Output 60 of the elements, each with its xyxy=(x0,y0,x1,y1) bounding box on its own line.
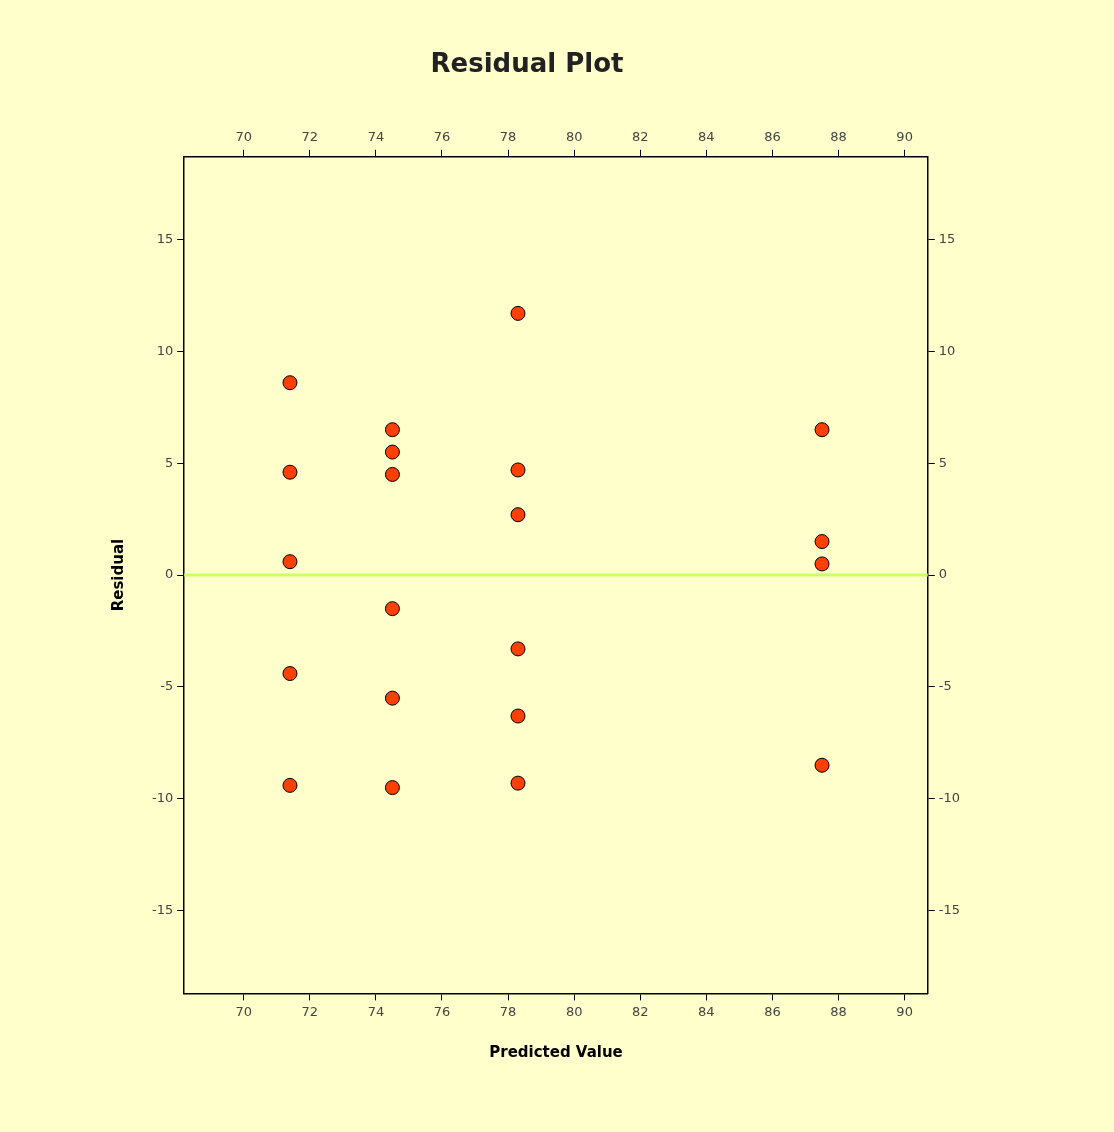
x-tick-label: 70 xyxy=(235,1003,252,1019)
x2-tick-label: 80 xyxy=(565,129,583,145)
point xyxy=(282,464,298,480)
point xyxy=(282,666,298,682)
y2-tick-label: 0 xyxy=(938,566,948,582)
x2-tick-label: 90 xyxy=(896,129,913,145)
x2-tick-label: 88 xyxy=(830,129,847,145)
x-tick-label: 72 xyxy=(301,1003,319,1019)
x2-tick-label: 84 xyxy=(698,129,715,145)
point xyxy=(384,444,400,460)
point xyxy=(384,466,400,482)
y-tick-label: -5 xyxy=(160,678,174,694)
y-tick-label: 0 xyxy=(164,566,174,582)
point xyxy=(384,422,400,438)
y2-tick-label: 15 xyxy=(938,230,956,246)
point xyxy=(510,641,526,657)
y-tick-label: 15 xyxy=(156,230,174,246)
y2-tick-label: -15 xyxy=(938,902,960,918)
y2-tick-label: 5 xyxy=(938,454,948,470)
point xyxy=(814,757,830,773)
point xyxy=(282,777,298,793)
x-tick-label: 86 xyxy=(764,1003,781,1019)
point xyxy=(510,462,526,478)
point xyxy=(510,507,526,523)
point xyxy=(384,780,400,796)
y-tick-label: -15 xyxy=(152,902,174,918)
y2-tick-label: 10 xyxy=(938,342,956,358)
point xyxy=(814,556,830,572)
x-tick-label: 84 xyxy=(698,1003,715,1019)
point xyxy=(814,422,830,438)
x2-tick-label: 74 xyxy=(367,129,385,145)
point xyxy=(510,775,526,791)
y-tick-label: -10 xyxy=(152,790,174,806)
point xyxy=(384,601,400,617)
x-axis-title: Predicted Value xyxy=(489,1042,623,1061)
x2-tick-label: 78 xyxy=(499,129,517,145)
x-tick-label: 74 xyxy=(367,1003,385,1019)
y2-tick-label: -5 xyxy=(938,678,952,694)
x2-tick-label: 86 xyxy=(764,129,781,145)
x2-tick-label: 76 xyxy=(433,129,451,145)
point xyxy=(282,554,298,570)
point xyxy=(282,375,298,391)
x-tick-label: 82 xyxy=(631,1003,649,1019)
point xyxy=(510,305,526,321)
chart-title: Residual Plot xyxy=(430,48,624,79)
point xyxy=(814,534,830,550)
point xyxy=(510,708,526,724)
y-tick-label: 10 xyxy=(156,342,174,358)
x-tick-label: 76 xyxy=(433,1003,451,1019)
y-axis-title: Residual xyxy=(108,538,127,612)
x2-tick-label: 70 xyxy=(235,129,252,145)
y-tick-label: 5 xyxy=(164,454,174,470)
x-tick-label: 90 xyxy=(896,1003,913,1019)
x2-tick-label: 72 xyxy=(301,129,319,145)
x-tick-label: 80 xyxy=(565,1003,583,1019)
x-tick-label: 78 xyxy=(499,1003,517,1019)
point xyxy=(384,690,400,706)
x-tick-label: 88 xyxy=(830,1003,847,1019)
y2-tick-label: -10 xyxy=(938,790,960,806)
x2-tick-label: 82 xyxy=(631,129,649,145)
